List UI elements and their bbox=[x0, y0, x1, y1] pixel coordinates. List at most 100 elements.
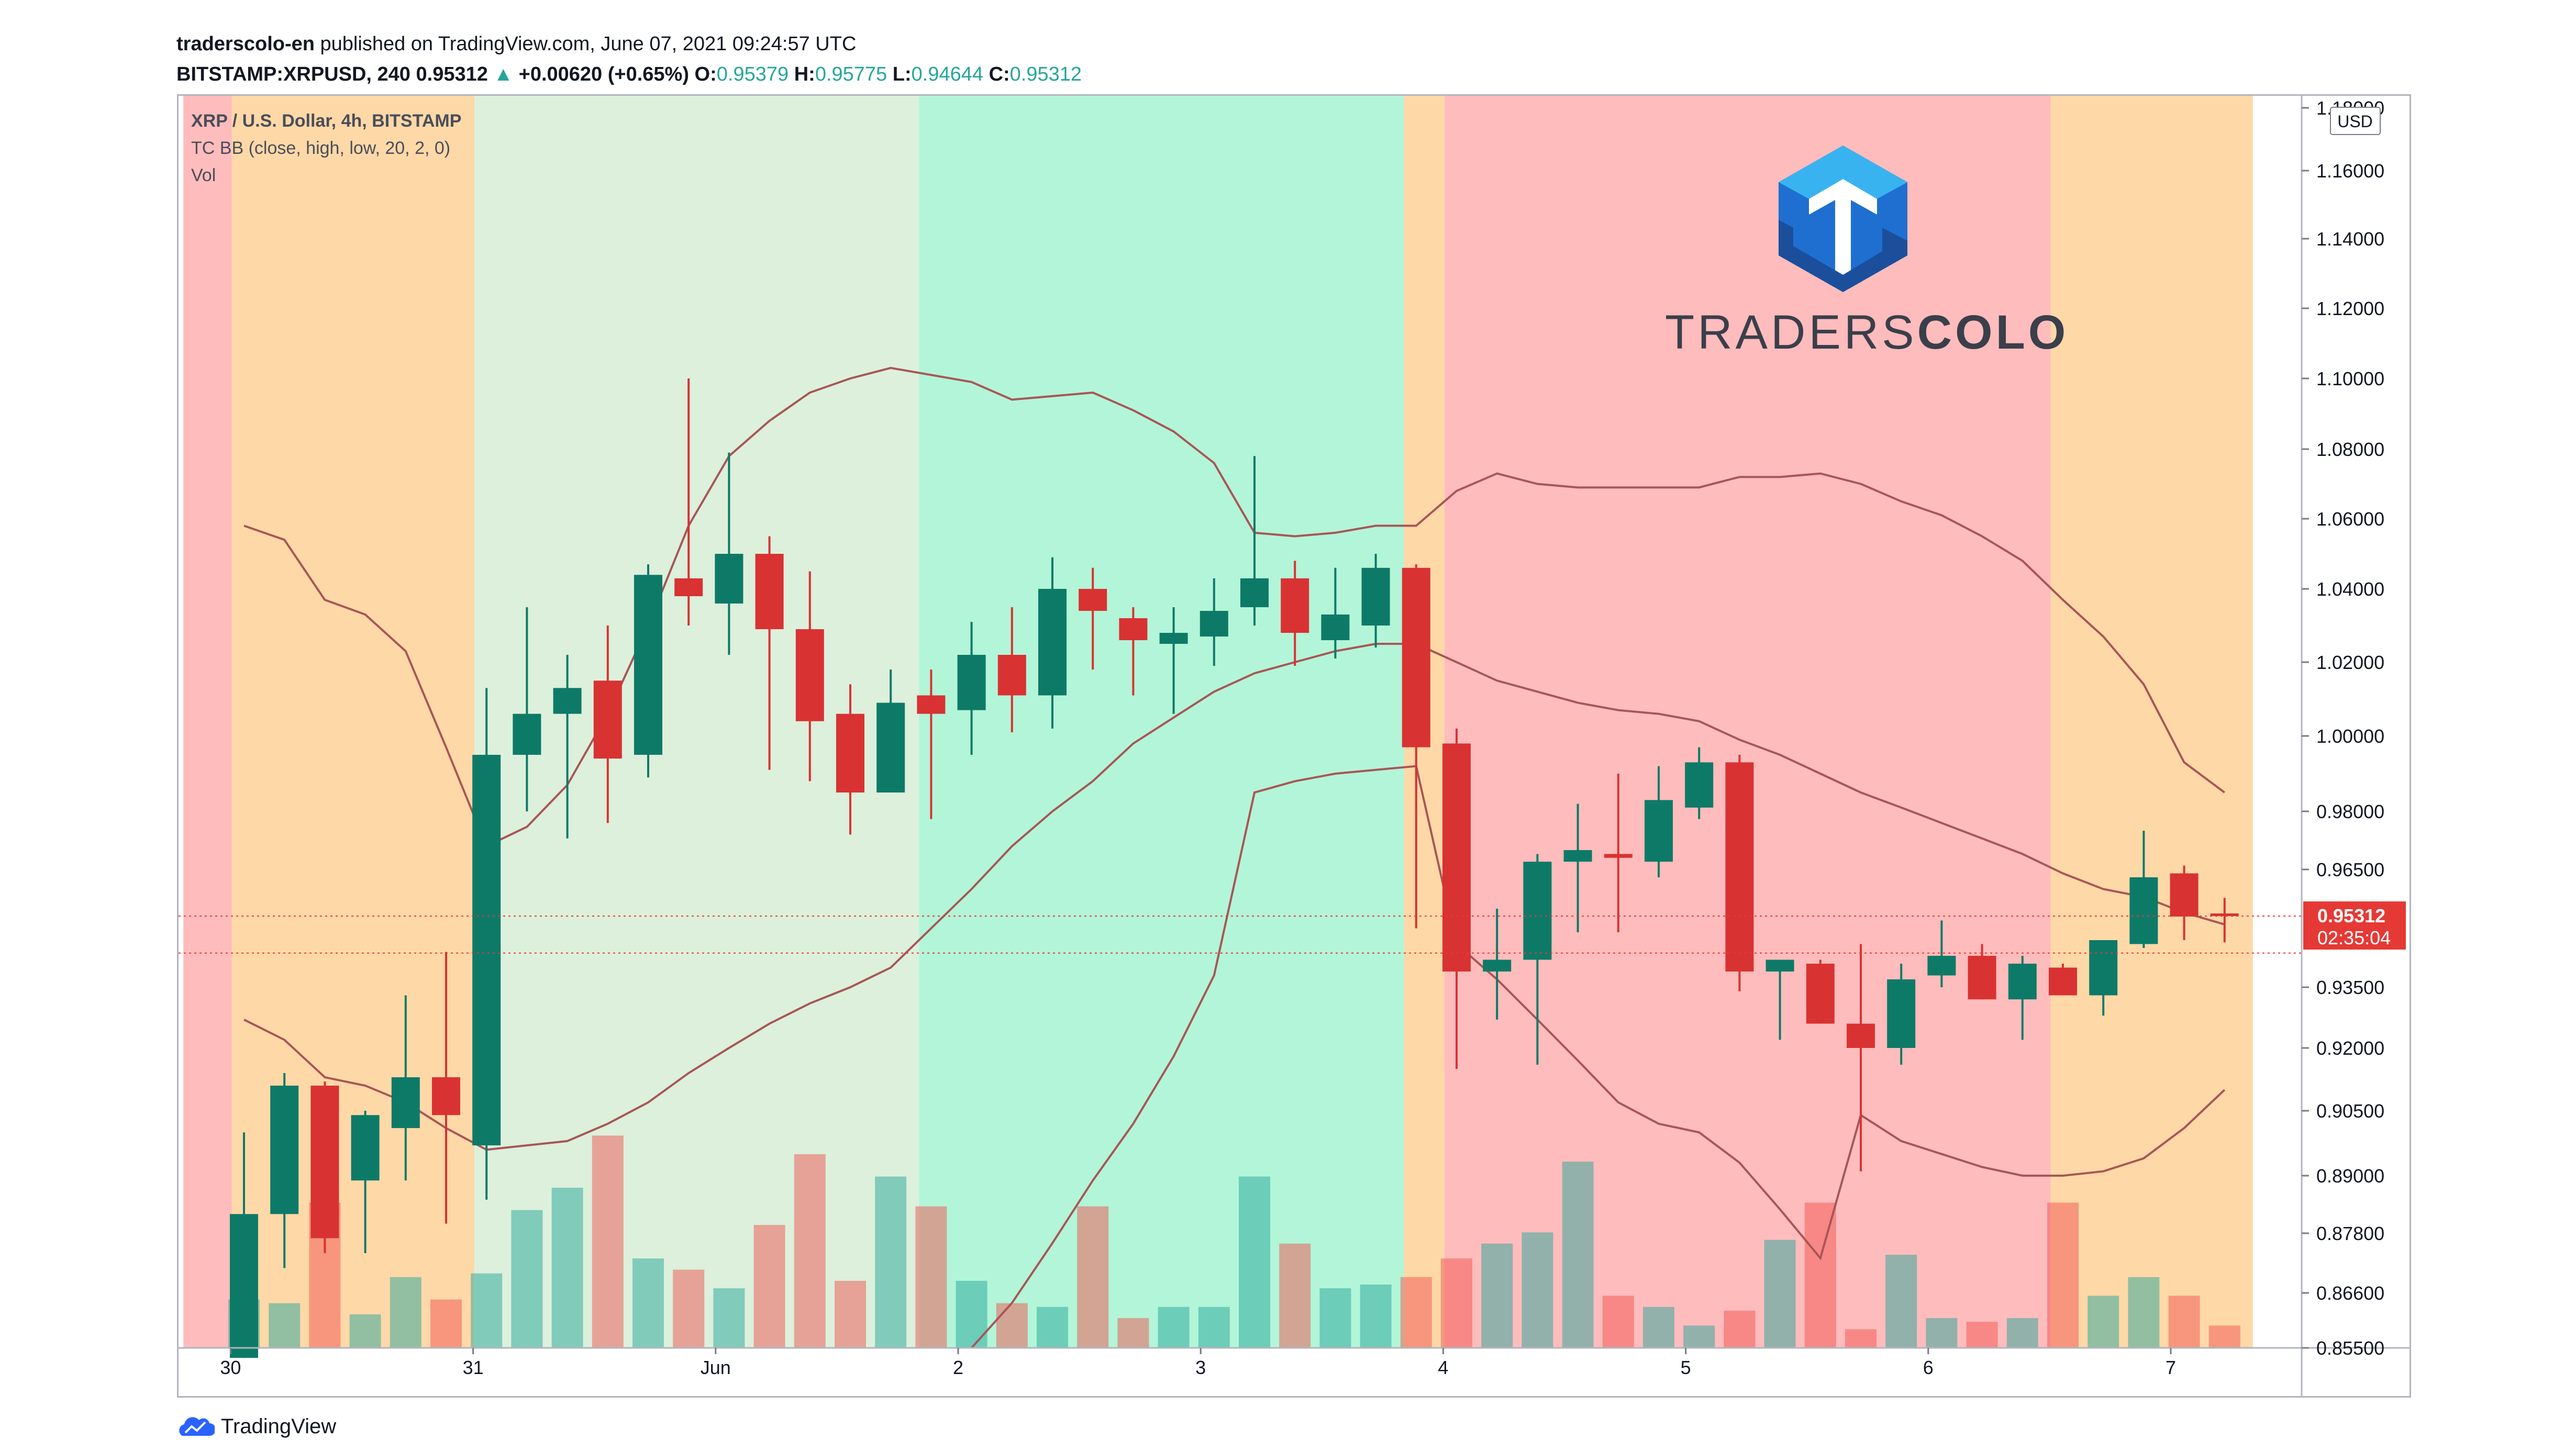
candle-body bbox=[1604, 854, 1633, 858]
high-value: 0.95775 bbox=[815, 63, 887, 85]
volume-bar bbox=[1885, 1255, 1917, 1348]
chart-frame[interactable]: 1.180001.160001.140001.120001.100001.080… bbox=[177, 94, 2411, 1398]
volume-bar bbox=[996, 1303, 1028, 1348]
countdown-label: 02:35:04 bbox=[2317, 927, 2391, 948]
volume-bar bbox=[2128, 1277, 2160, 1348]
published-text: published on TradingView.com, June 07, 2… bbox=[320, 33, 857, 55]
price-tick-label: 0.86600 bbox=[2316, 1282, 2384, 1304]
last-price-label-box bbox=[2303, 901, 2406, 950]
volume-bar bbox=[1400, 1277, 1432, 1348]
volume-bar bbox=[511, 1210, 543, 1348]
candle-body bbox=[1159, 633, 1188, 644]
volume-bar bbox=[2088, 1296, 2119, 1348]
chart-legend: XRP / U.S. Dollar, 4h, BITSTAMP TC BB (c… bbox=[191, 107, 461, 189]
candle-body bbox=[715, 554, 743, 604]
price-tick-label: 0.93500 bbox=[2316, 977, 2384, 998]
last-value: 0.95312 bbox=[416, 63, 488, 85]
time-tick-label: 31 bbox=[463, 1357, 484, 1378]
volume-bar bbox=[1804, 1202, 1836, 1348]
candle-body bbox=[1968, 956, 1996, 1000]
candle-body bbox=[391, 1077, 420, 1129]
price-tick-label: 1.06000 bbox=[2316, 508, 2384, 530]
price-tick-label: 1.10000 bbox=[2316, 368, 2384, 389]
tradingview-label: TradingView bbox=[221, 1414, 337, 1438]
candle-body bbox=[1766, 959, 1794, 972]
volume-bar bbox=[632, 1258, 664, 1348]
candle-body bbox=[513, 713, 541, 755]
ohlc-summary: BITSTAMP:XRPUSD, 240 0.95312 ▲ +0.00620 … bbox=[176, 61, 1082, 88]
volume-bar bbox=[835, 1280, 866, 1348]
price-tick-label: 1.12000 bbox=[2316, 298, 2384, 319]
volume-bar bbox=[1481, 1243, 1513, 1348]
volume-bar bbox=[592, 1135, 624, 1348]
candle-body bbox=[634, 575, 662, 755]
candle-body bbox=[1079, 589, 1107, 611]
candle-body bbox=[674, 578, 703, 596]
volume-bar bbox=[1845, 1329, 1877, 1348]
candle-body bbox=[1847, 1023, 1875, 1048]
tradingview-footer[interactable]: TradingView bbox=[177, 1411, 336, 1442]
volume-bar bbox=[2208, 1325, 2240, 1348]
volume-bar bbox=[1764, 1240, 1796, 1348]
volume-bar bbox=[1683, 1325, 1715, 1348]
candle-body bbox=[1119, 618, 1148, 640]
candle-body bbox=[1806, 964, 1835, 1024]
time-tick-label: Jun bbox=[701, 1357, 731, 1378]
time-tick-label: 6 bbox=[1923, 1357, 1934, 1378]
zone-5 bbox=[1444, 96, 2051, 1348]
candle-body bbox=[1402, 567, 1430, 747]
volume-bar bbox=[349, 1314, 381, 1348]
price-tick-label: 1.04000 bbox=[2316, 578, 2384, 600]
legend-symbol-title[interactable]: XRP / U.S. Dollar, 4h, BITSTAMP bbox=[191, 111, 462, 131]
traderscolo-brand: TRADERSCOLO bbox=[1665, 141, 2066, 360]
zone-0 bbox=[183, 96, 232, 1348]
candle-body bbox=[270, 1086, 299, 1214]
price-tick-label: 1.08000 bbox=[2316, 439, 2384, 460]
volume-bar bbox=[471, 1273, 503, 1348]
candle-body bbox=[351, 1115, 380, 1181]
volume-bar bbox=[2047, 1202, 2079, 1348]
time-tick-label: 30 bbox=[220, 1357, 241, 1378]
volume-bar bbox=[1926, 1318, 1958, 1348]
time-tick-label: 5 bbox=[1681, 1357, 1691, 1378]
candle-body bbox=[1200, 611, 1228, 637]
open-value: 0.95379 bbox=[716, 63, 789, 85]
bollinger-lower bbox=[971, 765, 2226, 1349]
price-tick-label: 1.14000 bbox=[2316, 228, 2384, 250]
legend-indicator[interactable]: TC BB (close, high, low, 20, 2, 0) bbox=[191, 138, 451, 158]
volume-bar bbox=[1158, 1307, 1190, 1348]
author-name[interactable]: traderscolo-en bbox=[176, 33, 315, 55]
legend-volume[interactable]: Vol bbox=[191, 165, 216, 185]
zone-6 bbox=[2050, 96, 2253, 1348]
currency-box bbox=[2330, 107, 2381, 135]
price-tick-label: 0.89000 bbox=[2316, 1165, 2384, 1187]
volume-bar bbox=[1319, 1288, 1351, 1348]
high-label: H: bbox=[794, 63, 815, 85]
candle-body bbox=[1361, 567, 1390, 626]
price-tick-label: 0.98000 bbox=[2316, 801, 2384, 822]
time-tick-label: 3 bbox=[1195, 1357, 1206, 1378]
candle-body bbox=[1645, 800, 1673, 862]
candle-body bbox=[997, 655, 1026, 696]
time-tick-label: 7 bbox=[2166, 1357, 2176, 1378]
candle-body bbox=[2210, 913, 2239, 917]
candle-body bbox=[1725, 762, 1754, 972]
volume-bar bbox=[1360, 1285, 1392, 1348]
candle-body bbox=[1281, 578, 1309, 633]
candle-body bbox=[1483, 959, 1512, 972]
chart-header: traderscolo-en published on TradingView.… bbox=[176, 30, 1082, 88]
candle-body bbox=[2089, 940, 2118, 996]
candle-body bbox=[2049, 967, 2077, 996]
candle-body bbox=[593, 680, 622, 759]
candle-body bbox=[1442, 743, 1471, 972]
volume-bar bbox=[430, 1299, 462, 1348]
volume-bar bbox=[551, 1188, 583, 1348]
candle-body bbox=[836, 713, 864, 793]
price-chart[interactable]: 1.180001.160001.140001.120001.100001.080… bbox=[179, 96, 2410, 1396]
close-value: 0.95312 bbox=[1009, 63, 1082, 85]
low-value: 0.94644 bbox=[911, 63, 983, 85]
low-label: L: bbox=[892, 63, 912, 85]
candle-body bbox=[1038, 589, 1067, 696]
last-price-label: 0.95312 bbox=[2317, 905, 2385, 927]
candle-body bbox=[2129, 877, 2158, 944]
